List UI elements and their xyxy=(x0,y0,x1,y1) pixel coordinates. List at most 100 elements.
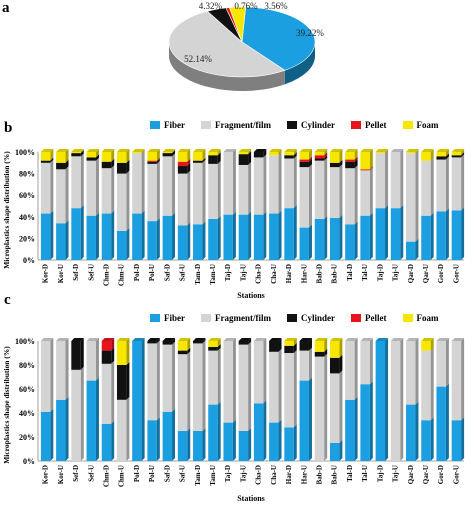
bar-fiber-kor-d xyxy=(40,213,51,260)
bar-side-foam xyxy=(65,149,69,163)
bar-foam-har-u xyxy=(299,152,309,160)
legend-swatch-fiber xyxy=(150,121,160,129)
bar-side-cylinder xyxy=(187,347,191,355)
bar-side-pellet xyxy=(111,338,115,351)
bar-fragment-film-cha-u xyxy=(269,155,279,214)
x-tick-label-taj-u-b: Taj-U xyxy=(392,264,400,281)
bar-side-fragment-film xyxy=(232,338,236,423)
bar-fiber-sef-d xyxy=(71,208,81,260)
bar-cap xyxy=(375,149,389,152)
bar-fiber-gor-u xyxy=(451,420,462,461)
bar-foam-saf-u xyxy=(177,341,188,351)
bar-cap xyxy=(56,338,69,341)
bar-side-fragment-film xyxy=(172,153,176,216)
bar-fiber-bab-u xyxy=(329,217,340,260)
bar-foam-taj-u xyxy=(238,152,249,155)
bar-cylinder-saf-u xyxy=(177,350,188,355)
x-tick-label-sef-d-b: Sef-D xyxy=(72,264,80,281)
bar-fiber-qar-d xyxy=(406,241,416,260)
bar-side-foam xyxy=(217,149,221,156)
bar-fragment-film-pol-d xyxy=(132,153,142,214)
bar-side-fragment-film xyxy=(111,165,115,214)
bar-fiber-kor-d xyxy=(40,411,51,461)
bar-side-fiber xyxy=(324,215,328,260)
bar-side-fiber xyxy=(65,220,69,260)
x-tick-label-taj-d-b: Taj-D xyxy=(224,264,232,281)
bar-fiber-tal-d xyxy=(345,399,355,461)
bar-cap xyxy=(284,338,297,341)
bar-side-cylinder xyxy=(324,348,328,357)
legend-swatch-pellet xyxy=(351,314,361,322)
bar-fragment-film-bab-d xyxy=(314,356,325,461)
bar-side-cylinder xyxy=(111,347,115,364)
bar-side-cylinder xyxy=(278,338,282,352)
bar-cap xyxy=(390,149,404,152)
bar-fiber-gor-u xyxy=(451,210,462,260)
bar-side-fragment-film xyxy=(126,396,130,461)
bar-cap xyxy=(269,149,282,152)
y-tick-label-c: 80% xyxy=(19,361,35,370)
bar-foam-saf-u xyxy=(177,152,188,162)
bar-side-fragment-film xyxy=(65,166,69,224)
bar-fiber-cha-u xyxy=(269,213,279,260)
x-tick-label-chm-u-c: Chm-U xyxy=(118,465,126,487)
bar-fragment-film-cha-d xyxy=(253,157,264,215)
x-tick-label-kor-u-c: Kor-U xyxy=(57,465,65,484)
bar-fiber-cha-u xyxy=(269,422,279,461)
bar-side-cylinder xyxy=(217,344,221,351)
bar-side-foam xyxy=(172,149,176,154)
bar-cap xyxy=(116,338,130,341)
bar-fragment-film-chm-d xyxy=(101,168,112,214)
bar-cylinder-tam-d xyxy=(193,160,203,163)
bar-side-fiber xyxy=(248,428,252,461)
bar-cap xyxy=(436,338,449,341)
bar-side-foam xyxy=(415,149,419,154)
bar-foam-bab-u xyxy=(329,152,340,163)
bar-side-fragment-film xyxy=(339,370,343,443)
bar-fragment-film-har-u xyxy=(299,167,309,228)
bar-foam-kor-u xyxy=(56,152,66,163)
pie-label-pellet: 0.76% xyxy=(234,1,258,11)
bar-fragment-film-chm-u xyxy=(116,173,127,231)
bar-cylinder-tal-d xyxy=(345,161,355,169)
bar-side-fiber xyxy=(461,207,465,260)
bar-side-fragment-film xyxy=(339,164,343,218)
bar-side-pellet xyxy=(308,156,312,162)
y-tick-label-c: 60% xyxy=(19,385,35,394)
bar-cap xyxy=(162,149,176,152)
x-tick-label-saf-u-c: Saf-U xyxy=(179,465,187,482)
legend-swatch-foam xyxy=(402,314,413,322)
bar-cylinder-saf-u xyxy=(177,166,188,174)
bar-side-foam xyxy=(248,149,252,155)
bar-side-fragment-film xyxy=(141,150,145,214)
bar-side-cylinder xyxy=(339,354,343,374)
bar-fiber-saf-u xyxy=(177,225,188,260)
bar-fragment-film-saf-u xyxy=(177,354,188,431)
bar-cap xyxy=(390,338,404,341)
bar-side-foam xyxy=(324,338,328,352)
bar-side-pellet xyxy=(369,166,373,171)
bar-side-fiber xyxy=(339,440,343,461)
bar-side-pellet xyxy=(324,152,328,159)
bar-fiber-gor-d xyxy=(436,386,446,461)
bar-cap xyxy=(299,338,312,341)
bar-fragment-film-cha-u xyxy=(269,351,279,423)
y-axis-title-c: Microplastics shape distribution (%) xyxy=(2,346,11,464)
x-tick-label-saf-d-c: Saf-D xyxy=(163,465,171,482)
bar-cylinder-cha-d xyxy=(253,152,264,158)
bar-side-fragment-film xyxy=(278,348,282,423)
bar-side-fiber xyxy=(126,227,130,260)
legend-c: Fiber Fragment/film Cylinder Pellet Foam xyxy=(150,313,455,323)
bar-cap xyxy=(71,149,84,152)
bar-fragment-film-bab-u xyxy=(329,373,340,443)
bar-pellet-chm-d xyxy=(101,341,112,351)
bar-cap xyxy=(238,149,252,152)
bar-side-cylinder xyxy=(445,153,449,160)
bar-side-cylinder xyxy=(80,338,84,370)
bar-side-cylinder xyxy=(308,158,312,168)
pie-label-fiber: 39.22% xyxy=(296,28,324,38)
bar-side-fiber xyxy=(202,428,206,461)
bar-fiber-taj-u xyxy=(390,208,401,260)
bar-side-fiber xyxy=(50,210,54,260)
bar-fiber-qar-u xyxy=(421,420,431,461)
